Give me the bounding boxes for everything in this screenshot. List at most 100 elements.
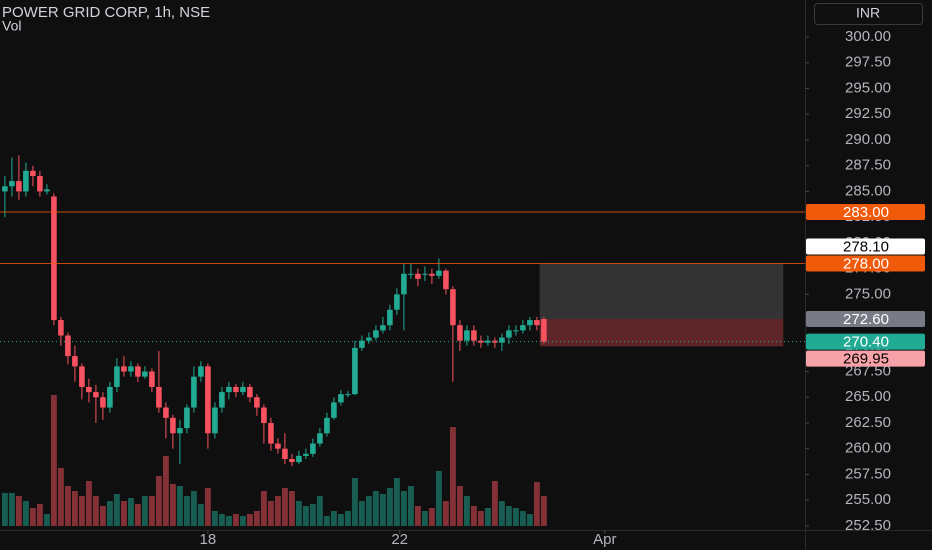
volume-bar	[372, 491, 379, 526]
volume-bar	[414, 506, 421, 526]
candle-body	[79, 366, 85, 387]
candle-body	[513, 330, 519, 332]
volume-bar	[197, 504, 204, 526]
candle-body	[520, 325, 526, 331]
candle-body	[289, 458, 295, 463]
candle-body	[128, 366, 134, 372]
candle-body	[506, 330, 512, 338]
candle-body	[16, 181, 22, 192]
volume-bar	[519, 511, 526, 526]
price-tag-label: 278.10	[843, 238, 889, 255]
volume-bar	[162, 456, 169, 526]
volume-bar	[386, 488, 393, 526]
y-tick-label: 300.00	[845, 28, 891, 45]
candle-body	[107, 386, 113, 408]
volume-bar	[64, 486, 71, 526]
candle-body	[534, 320, 540, 326]
volume-bar	[253, 511, 260, 526]
volume-bar	[337, 514, 344, 526]
candle-body	[114, 366, 120, 387]
volume-bar	[127, 498, 134, 526]
volume-bar	[1, 493, 8, 526]
candle-body	[37, 175, 43, 192]
volume-bar	[302, 506, 309, 526]
volume-bar	[99, 506, 106, 526]
volume-bar	[50, 395, 57, 526]
candle-body	[240, 386, 246, 393]
candle-body	[177, 428, 183, 434]
candle-body	[408, 273, 414, 275]
candle-body	[527, 320, 533, 326]
volume-bar	[463, 496, 470, 526]
volume-bar	[169, 484, 176, 526]
volume-bar	[211, 511, 218, 526]
candle-body	[149, 371, 155, 387]
candle-body	[205, 366, 211, 434]
candle-body	[184, 407, 190, 429]
y-tick-label: 285.00	[845, 182, 891, 199]
volume-bar	[92, 496, 99, 526]
candle-body	[317, 433, 323, 444]
volume-bar	[176, 486, 183, 526]
candle-body	[100, 397, 106, 408]
volume-bar	[78, 496, 85, 526]
currency-button[interactable]	[814, 3, 923, 25]
candle-body	[9, 181, 15, 187]
candle-body	[303, 453, 309, 456]
candle-body	[415, 273, 421, 279]
volume-bar	[470, 506, 477, 526]
price-tag	[806, 238, 925, 255]
price-axis: 252.50 255.00 257.50 260.00 262.50 265.00 267.…	[805, 28, 925, 534]
candle-body	[338, 394, 344, 403]
candle-body	[499, 337, 505, 343]
y-tick-label: 297.50	[845, 54, 891, 71]
volume-bar	[15, 496, 22, 526]
volume-bar	[29, 508, 36, 526]
volume-bar	[379, 494, 386, 526]
volume-bar	[400, 491, 407, 526]
candle-body	[226, 386, 232, 393]
price-tag	[806, 204, 925, 220]
volume-bar	[365, 496, 372, 526]
volume-bar	[43, 514, 50, 526]
price-tag	[806, 333, 925, 350]
chart-title: POWER GRID CORP, 1h, NSE	[2, 4, 210, 21]
price-tag-label: 278.00	[843, 255, 889, 272]
volume-bar	[407, 486, 414, 526]
candle-body	[268, 422, 274, 444]
chart-subtitle: Vol	[2, 18, 21, 34]
volume-bar	[218, 514, 225, 526]
candle-body	[345, 394, 351, 396]
volume-bar	[71, 491, 78, 526]
candle-body	[198, 366, 204, 377]
candle-body	[457, 325, 463, 341]
plot-area	[0, 155, 805, 526]
candle-body	[86, 386, 92, 393]
volume-bar	[533, 482, 540, 526]
y-tick-label: 265.00	[845, 388, 891, 405]
candle-body	[2, 186, 8, 192]
price-tag	[806, 255, 925, 272]
volume-bar	[491, 481, 498, 526]
candle-body	[275, 443, 281, 449]
volume-bar	[85, 481, 92, 526]
candle-body	[443, 270, 449, 290]
candle-body	[401, 273, 407, 295]
volume-bar	[456, 486, 463, 526]
candle-body	[310, 443, 316, 454]
y-tick-label: 275.00	[845, 285, 891, 302]
currency-label[interactable]: INR	[856, 5, 880, 21]
y-tick-label: 260.00	[845, 440, 891, 457]
volume-bar	[36, 504, 43, 526]
candle-body	[163, 407, 169, 418]
volume-bar	[330, 511, 337, 526]
volume-bar	[204, 488, 211, 526]
volume-bar	[232, 514, 239, 526]
candle-body	[492, 340, 498, 343]
volume-bar	[239, 516, 246, 526]
candle-body	[373, 330, 379, 338]
candle-body	[261, 407, 267, 423]
candle-body	[464, 330, 470, 341]
candle-body	[387, 309, 393, 326]
